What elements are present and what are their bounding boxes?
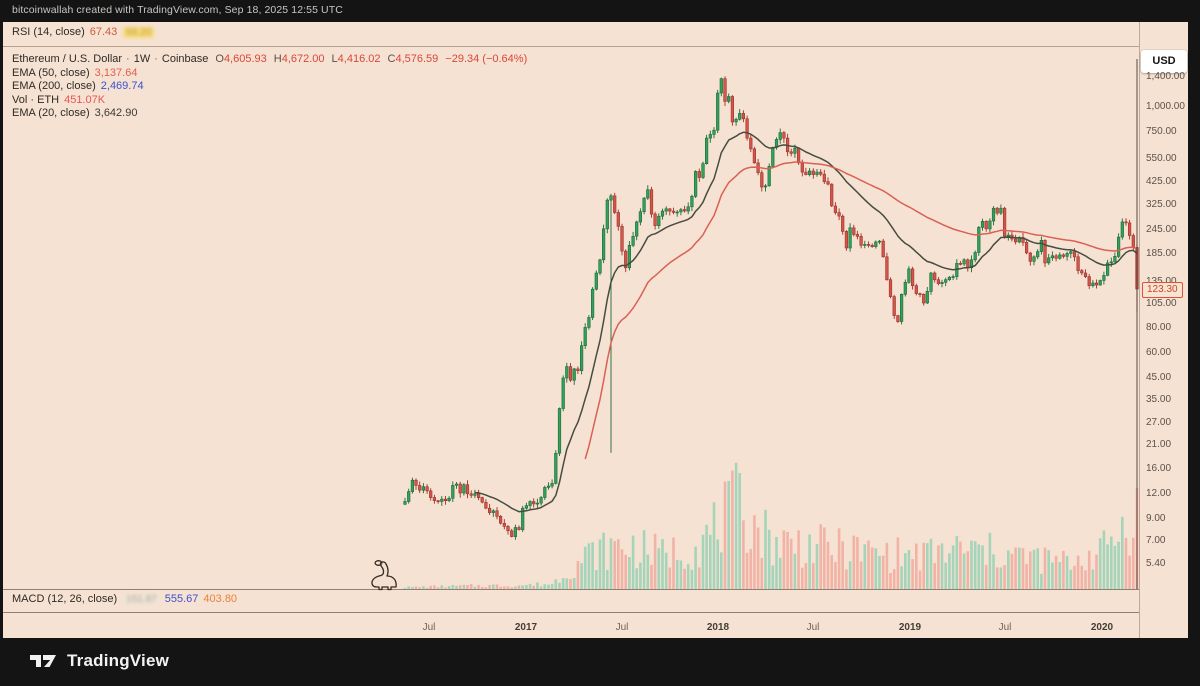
price-axis-tick: 1,400.00	[1146, 71, 1185, 82]
price-axis-tick: 12.00	[1146, 488, 1172, 499]
attribution-text: bitcoinwallah created with TradingView.c…	[12, 4, 343, 16]
price-chart-canvas[interactable]	[0, 47, 1140, 589]
last-price-label: 123.30	[1142, 282, 1183, 298]
indicator-row-ema200[interactable]: EMA (200, close) 2,469.74	[12, 80, 144, 92]
rsi-value: 67.43	[89, 26, 118, 38]
price-axis-tick: 5.40	[1146, 558, 1166, 569]
ema200-value: 2,469.74	[100, 80, 144, 92]
macd-label: MACD (12, 26, close)	[12, 593, 118, 605]
macd-signal-value: 403.80	[203, 593, 238, 605]
price-axis-tick: 750.00	[1146, 126, 1177, 137]
price-axis-tick: 105.00	[1146, 298, 1177, 309]
time-axis-month-label: Jul	[615, 622, 629, 633]
symbol-row[interactable]: Ethereum / U.S. Dollar · 1W · Coinbase O4,605…	[12, 53, 528, 65]
price-axis-tick: 550.00	[1146, 153, 1177, 164]
price-axis-tick: 325.00	[1146, 199, 1177, 210]
low-value: 4,416.02	[337, 53, 381, 65]
high-value: 4,672.00	[281, 53, 325, 65]
macd-axis-separator	[3, 612, 1139, 613]
change-value: −29.34 (−0.64%)	[445, 53, 528, 65]
close-value: 4,576.59	[395, 53, 439, 65]
price-axis-tick: 27.00	[1146, 417, 1172, 428]
indicator-row-volume[interactable]: Vol · ETH 451.07K	[12, 93, 106, 106]
price-axis-tick: 245.00	[1146, 224, 1177, 235]
price-axis-tick: 1,000.00	[1146, 101, 1185, 112]
top-attribution-bar: bitcoinwallah created with TradingView.c…	[0, 0, 1200, 22]
price-axis-tick: 7.00	[1146, 535, 1166, 546]
dinosaur-icon	[371, 560, 397, 591]
price-axis-tick: 425.00	[1146, 176, 1177, 187]
bottom-brand-bar: TradingView	[0, 638, 1200, 686]
price-axis-tick: 185.00	[1146, 248, 1177, 259]
rsi-ma-value: 66.20	[123, 27, 155, 38]
tradingview-logo[interactable]: TradingView	[28, 651, 169, 671]
time-axis-month-label: Jul	[998, 622, 1012, 633]
tradingview-glyph-icon	[30, 655, 56, 667]
price-axis-tick: 16.00	[1146, 463, 1172, 474]
interval-label: 1W	[133, 53, 151, 65]
macd-line-value: 555.67	[164, 593, 199, 605]
symbol-title[interactable]: Ethereum / U.S. Dollar	[12, 53, 123, 65]
price-axis-tick: 45.00	[1146, 372, 1172, 383]
price-axis-tick: 9.00	[1146, 513, 1166, 524]
volume-value: 451.07K	[64, 93, 106, 106]
time-axis-year-label: 2019	[898, 622, 922, 633]
macd-hist-value: 151.87	[123, 594, 160, 605]
time-axis-year-label: 2020	[1090, 622, 1114, 633]
price-axis-tick: 80.00	[1146, 322, 1172, 333]
open-value: 4,605.93	[223, 53, 267, 65]
price-axis-tick: 135.00	[1146, 276, 1177, 287]
currency-button[interactable]: USD	[1141, 50, 1187, 73]
time-axis-month-label: Jul	[806, 622, 820, 633]
exchange-label: Coinbase	[161, 53, 209, 65]
main-legend: Ethereum / U.S. Dollar · 1W · Coinbase O4,605…	[12, 53, 527, 121]
rsi-label: RSI (14, close)	[12, 26, 85, 38]
price-axis-tick: 60.00	[1146, 347, 1172, 358]
time-axis-month-label: Jul	[422, 622, 436, 633]
rsi-legend[interactable]: RSI (14, close) 67.43 66.20	[12, 26, 155, 38]
price-axis-separator	[1139, 22, 1140, 638]
indicator-row-ema20[interactable]: EMA (20, close) 3,642.90	[12, 107, 138, 119]
price-axis-tick: 35.00	[1146, 394, 1172, 405]
rsi-main-separator[interactable]	[3, 46, 1139, 47]
time-axis-year-label: 2018	[706, 622, 730, 633]
main-macd-separator[interactable]	[3, 589, 1139, 590]
ema50-value: 3,137.64	[94, 66, 138, 79]
brand-text: TradingView	[67, 651, 170, 670]
macd-legend[interactable]: MACD (12, 26, close) 151.87 555.67 403.80	[12, 593, 237, 605]
indicator-row-ema50[interactable]: EMA (50, close) 3,137.64	[12, 66, 138, 79]
price-axis-tick: 21.00	[1146, 439, 1172, 450]
time-axis-year-label: 2017	[514, 622, 538, 633]
ema20-value: 3,642.90	[94, 107, 138, 119]
